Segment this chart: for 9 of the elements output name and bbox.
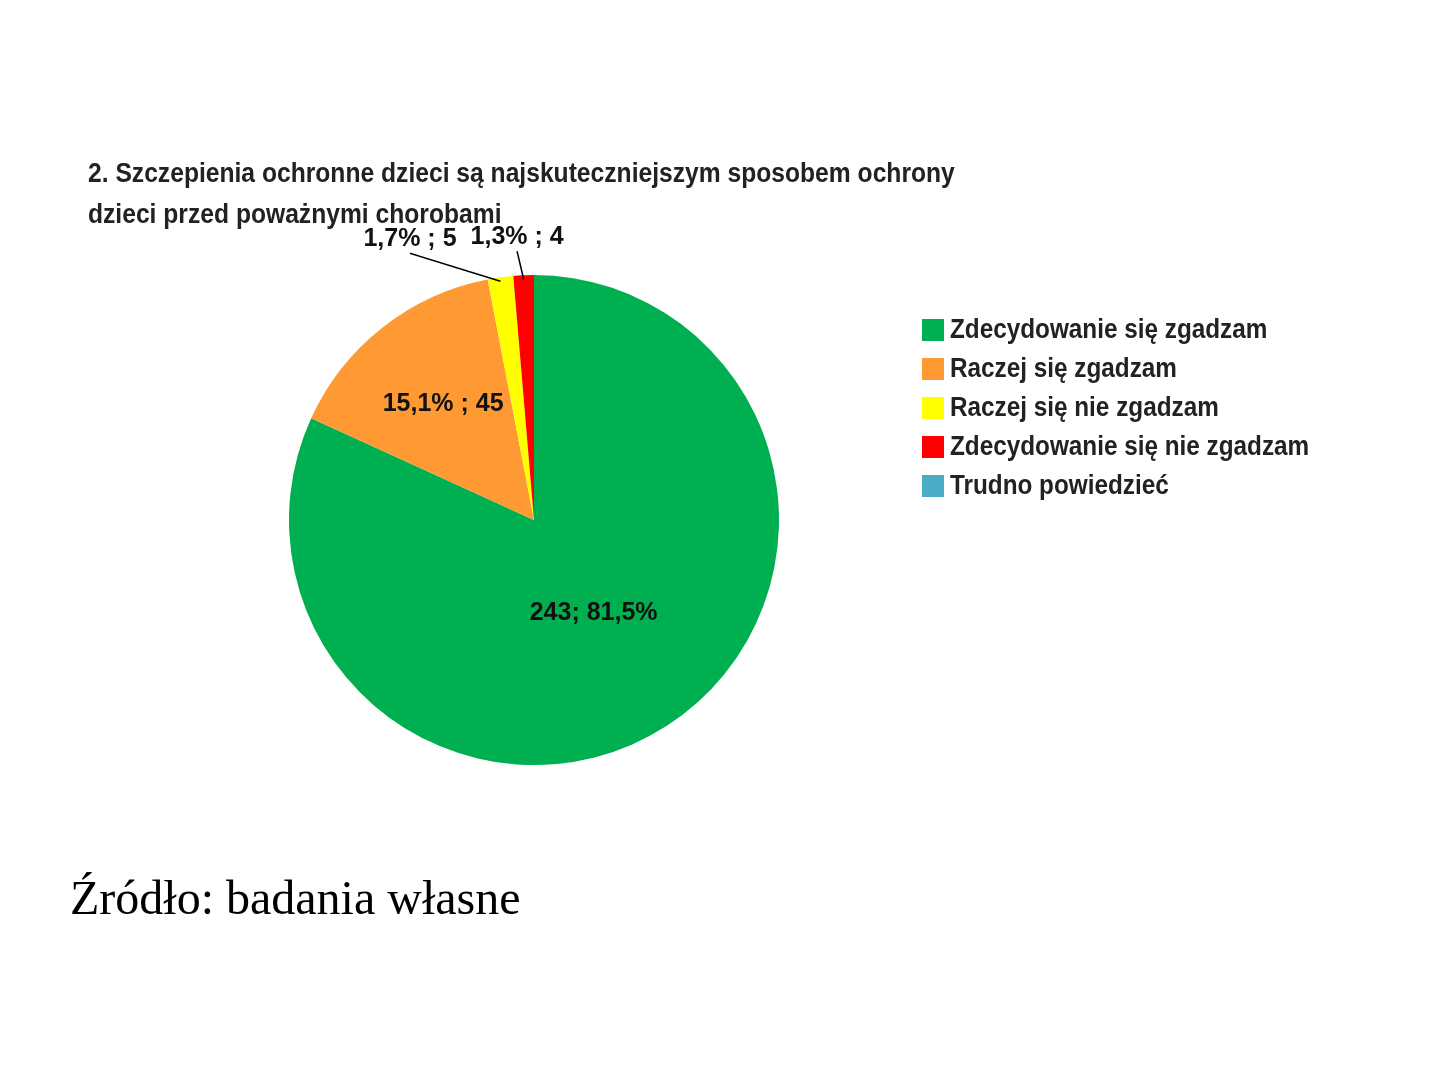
- legend-label: Zdecydowanie się zgadzam: [950, 314, 1268, 345]
- data-label: 15,1% ; 45: [382, 388, 504, 417]
- legend-label: Raczej się zgadzam: [950, 353, 1177, 384]
- data-label: 243; 81,5%: [529, 596, 658, 625]
- legend-label: Raczej się nie zgadzam: [950, 392, 1219, 423]
- legend-label: Trudno powiedzieć: [950, 470, 1169, 501]
- data-label: 1,7% ; 5: [363, 223, 457, 252]
- legend-label: Zdecydowanie się nie zgadzam: [950, 431, 1310, 462]
- text: Źródło: badania własne: [70, 870, 521, 925]
